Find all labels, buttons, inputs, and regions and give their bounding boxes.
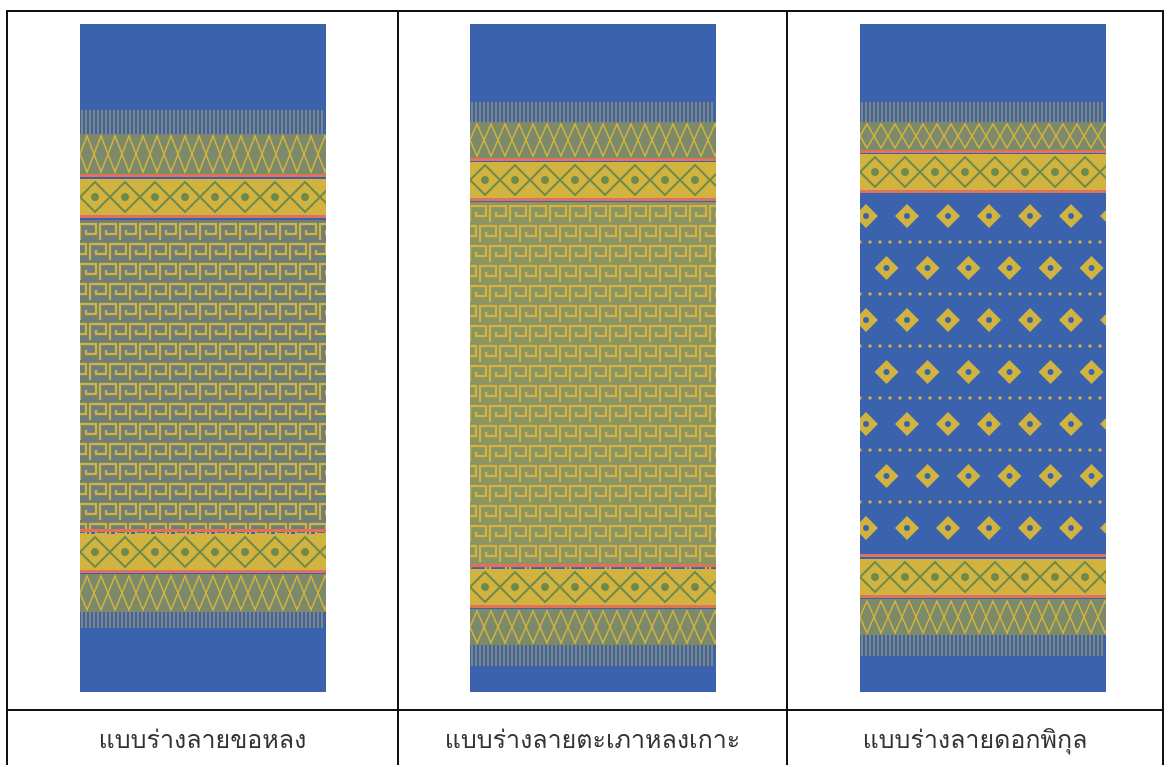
panel-khor-long: แบบร่างลายขอหลง <box>8 12 397 767</box>
fabric-svg-3 <box>860 24 1106 692</box>
fabric-pattern-image <box>470 24 716 692</box>
panel-dok-phikun: แบบร่างลายดอกพิกุล <box>788 12 1162 767</box>
caption-taphao-long-kho: แบบร่างลายตะเภาหลงเกาะ <box>444 725 741 754</box>
caption-dok-phikun: แบบร่างลายดอกพิกุล <box>862 725 1088 754</box>
panel-taphao-long-kho: แบบร่างลายตะเภาหลงเกาะ <box>399 12 786 767</box>
column-divider <box>397 12 399 765</box>
fabric-svg-2 <box>470 24 716 692</box>
fabric-svg-1 <box>80 24 326 692</box>
fabric-pattern-image <box>860 24 1106 692</box>
pattern-table: แบบร่างลายขอหลง แบบร่างลายตะเภาหลงเกาะ แ… <box>6 10 1164 765</box>
caption-khor-long: แบบร่างลายขอหลง <box>98 725 307 754</box>
fabric-pattern-image <box>80 24 326 692</box>
row-divider <box>8 709 1162 711</box>
column-divider <box>786 12 788 765</box>
